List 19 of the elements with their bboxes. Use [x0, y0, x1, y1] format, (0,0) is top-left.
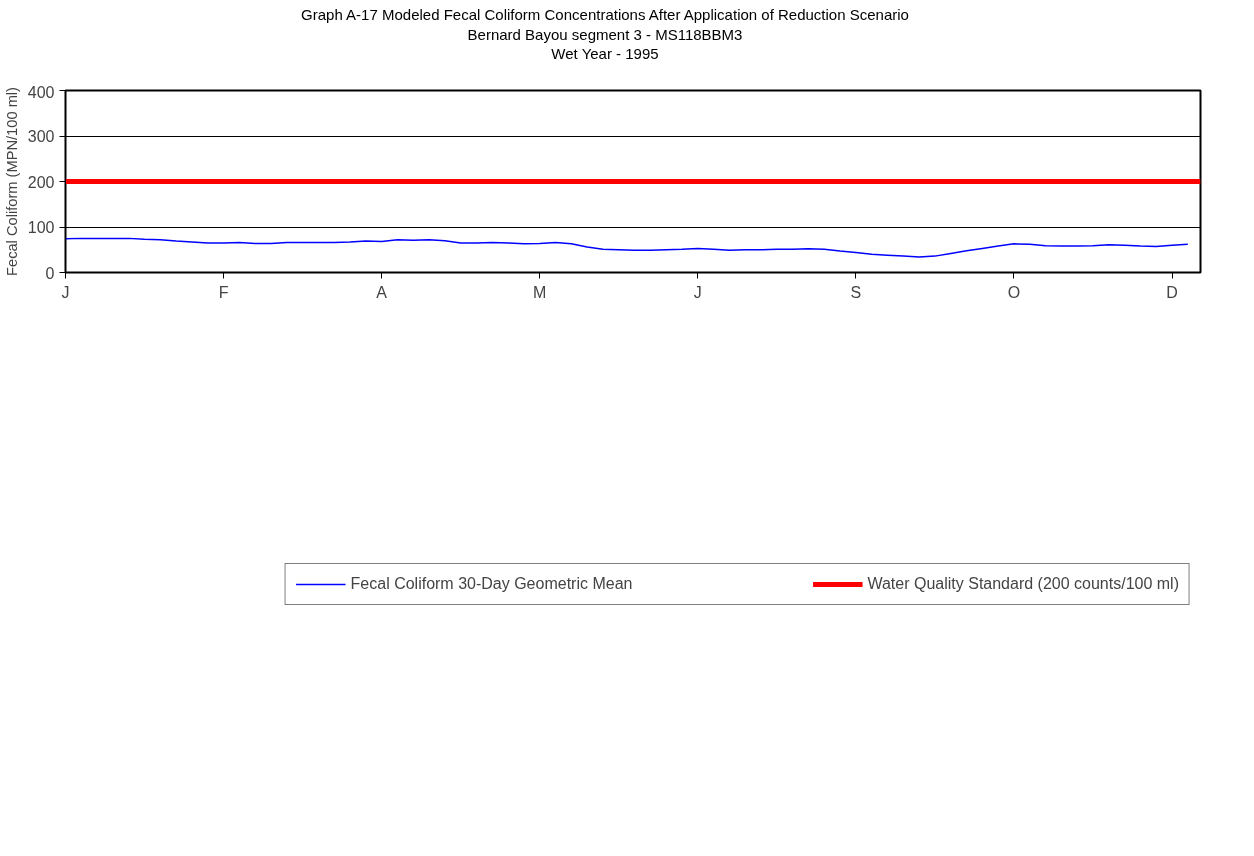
y-tick-label: 100: [27, 219, 55, 236]
x-tick-label: J: [693, 283, 702, 301]
line-series: [65, 237, 1189, 258]
y-tick-label: 0: [45, 264, 55, 282]
x-tick-label: F: [218, 283, 229, 301]
x-tick-label: O: [1007, 283, 1021, 301]
x-tick-label: A: [376, 283, 388, 301]
y-tick-label: 300: [27, 128, 55, 145]
y-tick-label: 200: [27, 173, 55, 191]
x-tick-label: S: [850, 283, 862, 301]
y-axis-title: Fecal Coliform (MPN/100 ml): [3, 87, 20, 276]
x-tick-label: J: [61, 283, 70, 301]
x-tick-label: D: [1166, 283, 1178, 301]
legend-label: Water Quality Standard (200 counts/100 ml): [867, 575, 1179, 593]
chart-title: Graph A-17 Modeled Fecal Coliform Concentrations After Application of Reduction Scenario: [301, 6, 909, 23]
chart-subtitle: Bernard Bayou segment 3 - MS118BBM3 Wet Year - 1995: [467, 25, 743, 62]
x-tick-label: M: [533, 283, 547, 301]
legend-label: Fecal Coliform 30-Day Geometric Mean: [350, 575, 633, 593]
y-tick-label: 400: [27, 83, 55, 101]
